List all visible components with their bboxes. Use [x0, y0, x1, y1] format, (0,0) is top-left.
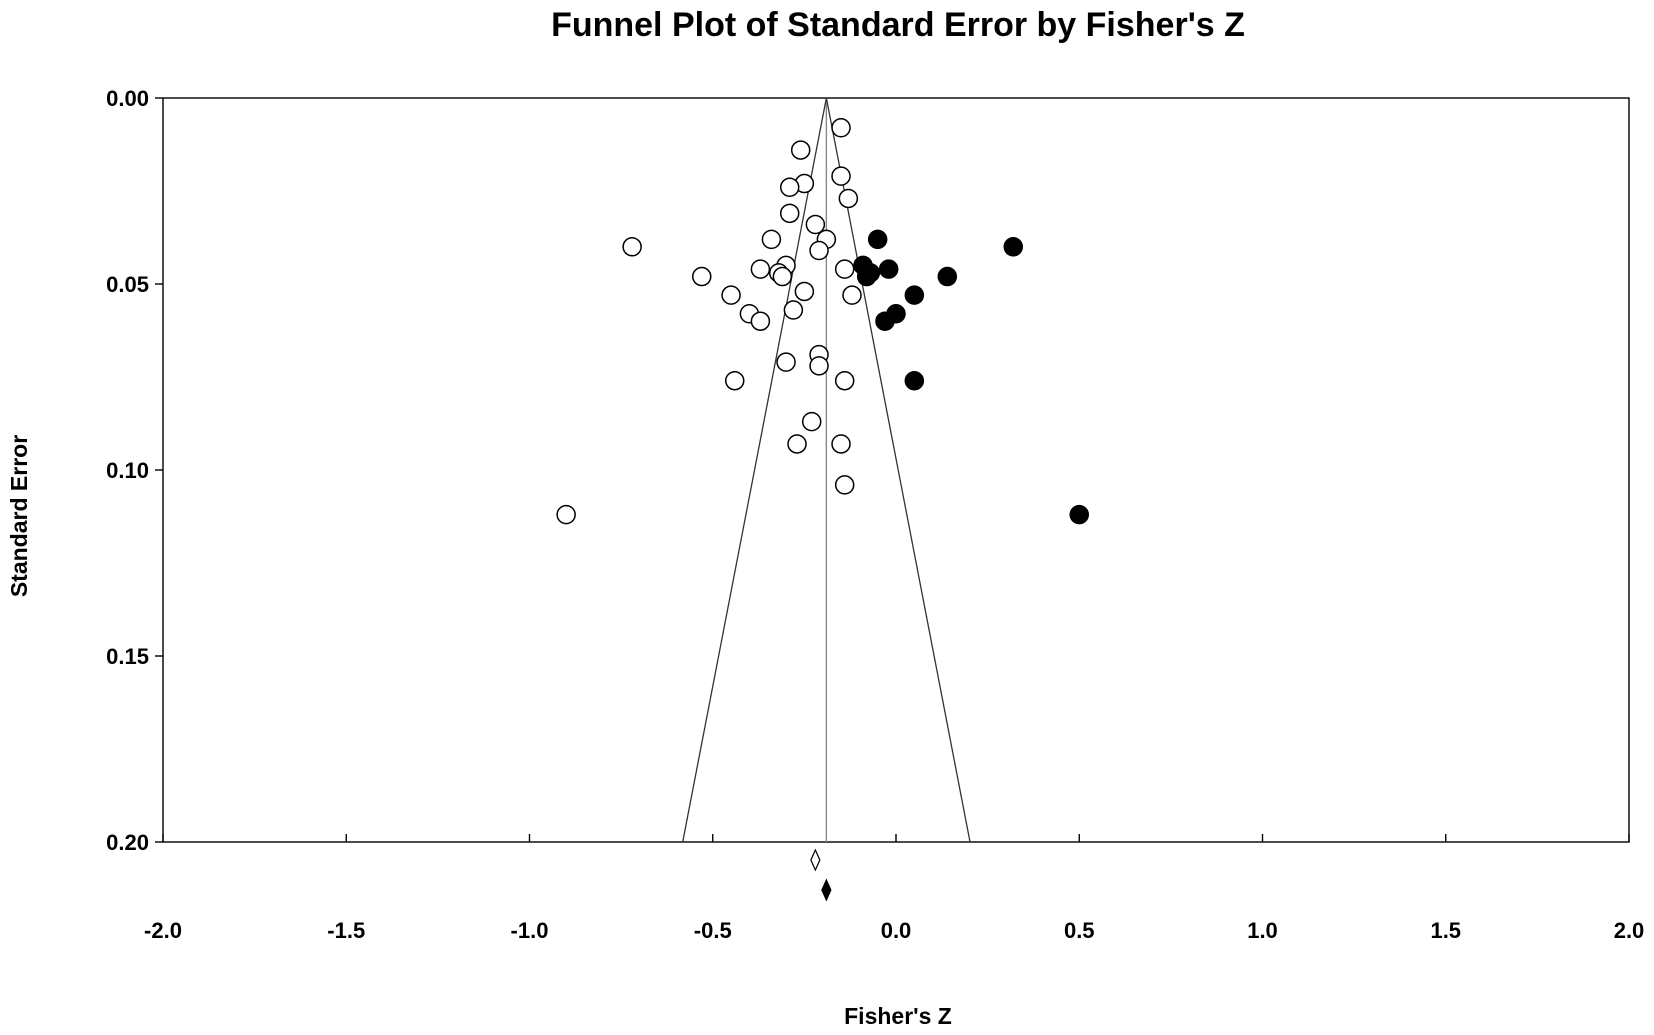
y-tick-label: 0.15	[106, 644, 149, 669]
plot-area: 0.00 0.05 0.10 0.15 0.20 -2.0 -1.5 -1.0 -0.5 0.0 0…	[106, 86, 1644, 943]
x-tick-label: 0.5	[1064, 918, 1095, 943]
observed-study-point	[750, 259, 771, 279]
observed-study-point	[809, 240, 829, 261]
observed-study-point	[692, 266, 712, 287]
funnel-left-limit	[682, 97, 828, 843]
observed-study-point	[790, 140, 811, 160]
x-tick-label: -1.5	[327, 918, 365, 943]
x-tick-label: 0.0	[881, 918, 912, 943]
observed-study-point	[805, 214, 826, 235]
imputed-study-point	[878, 259, 899, 279]
x-tick-label: -2.0	[144, 918, 182, 943]
observed-study-point	[831, 166, 851, 186]
observed-study-point	[801, 411, 822, 432]
observed-study-point	[787, 434, 807, 454]
observed-study-point	[842, 285, 862, 305]
observed-study-point	[831, 118, 851, 138]
imputed-study-point	[860, 263, 881, 283]
observed-study-point	[834, 259, 855, 279]
observed-study-point	[779, 203, 800, 224]
y-tick-label: 0.10	[106, 458, 149, 483]
y-tick-label: 0.00	[106, 86, 149, 111]
observed-study-point	[783, 300, 804, 320]
x-tick-label: -1.0	[511, 918, 549, 943]
y-tick-label: 0.20	[106, 830, 149, 855]
observed-study-point	[772, 266, 793, 287]
observed-study-point	[724, 370, 745, 391]
observed-study-point	[776, 352, 796, 372]
observed-study-point	[556, 504, 576, 525]
imputed-study-point	[867, 229, 888, 250]
observed-study-point	[838, 188, 859, 209]
imputed-study-point	[904, 285, 925, 305]
y-tick-label: 0.05	[106, 272, 149, 297]
observed-study-point	[809, 356, 829, 376]
observed-study-point	[750, 311, 771, 331]
observed-study-point	[779, 177, 800, 198]
observed-study-point	[761, 229, 782, 250]
x-tick-label: -0.5	[694, 918, 732, 943]
imputed-study-point	[937, 266, 958, 287]
imputed-study-point	[875, 311, 895, 331]
observed-study-point	[622, 237, 642, 257]
x-tick-label: 1.0	[1247, 918, 1278, 943]
imputed-study-point	[1003, 237, 1024, 257]
observed-study-point	[834, 370, 855, 391]
imputed-study-point	[904, 370, 925, 391]
observed-study-point	[794, 281, 815, 302]
observed-summary-diamond	[810, 848, 821, 872]
observed-study-point	[834, 475, 855, 495]
observed-study-point	[831, 434, 851, 454]
x-tick-label: 2.0	[1614, 918, 1645, 943]
y-axis-title: Standard Error	[6, 435, 32, 597]
x-tick-label: 1.5	[1430, 918, 1461, 943]
chart-title: Funnel Plot of Standard Error by Fisher'…	[551, 6, 1245, 44]
x-axis-title: Fisher's Z	[844, 1003, 952, 1029]
observed-study-point	[721, 285, 741, 305]
funnel-right-limit	[825, 97, 971, 843]
adjusted-summary-diamond	[821, 878, 832, 902]
imputed-study-point	[1069, 504, 1089, 525]
